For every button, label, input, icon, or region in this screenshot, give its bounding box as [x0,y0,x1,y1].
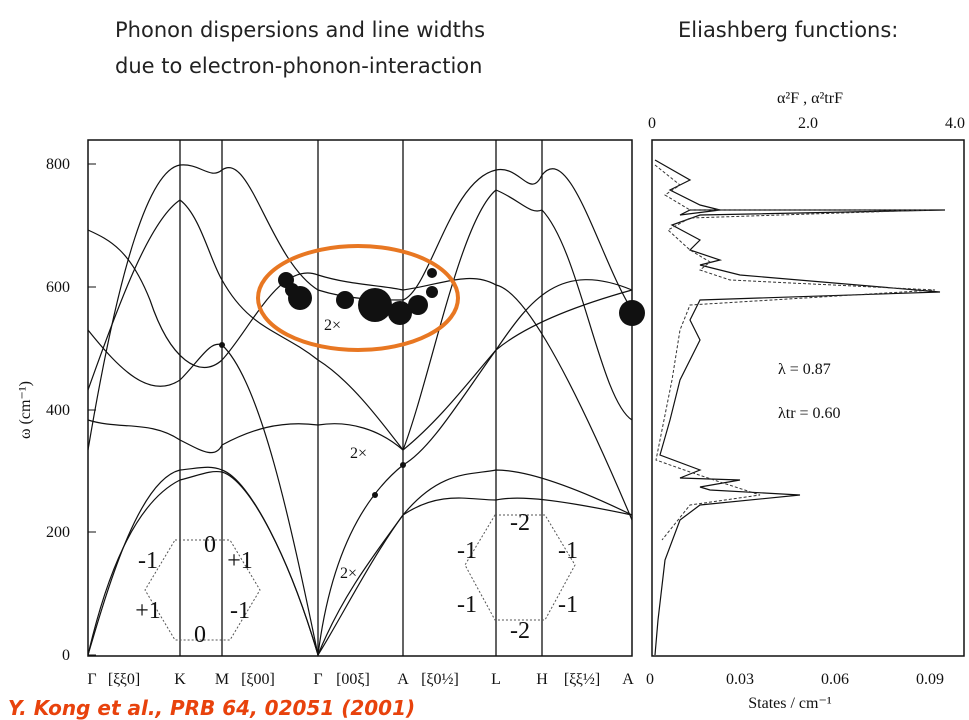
hexagon-label: -1 [457,538,477,564]
y-tick-label: 200 [46,524,70,541]
hexagon-label: -1 [138,548,158,574]
linewidth-dot [400,462,406,468]
x-tick-label: [00ξ] [336,671,370,688]
annotation: 2× [324,317,341,334]
hexagon-label: 0 [204,532,216,558]
y-tick-label: 600 [46,279,70,296]
hexagons [144,514,576,641]
hexagon-label: -1 [457,592,477,618]
bottom-tick-label: 0.06 [821,671,849,688]
lambda: λ = 0.87 [778,361,831,378]
hexagon-label: -1 [558,592,578,618]
top-tick-label: 2.0 [798,115,818,132]
hexagon-label: -1 [230,598,250,624]
bottom-tick-label: 0.09 [916,671,944,688]
bottom-tick-label: 0.03 [726,671,754,688]
x-tick-label: [ξ00] [241,671,275,688]
right-title: Eliashberg functions: [678,18,898,42]
linewidth-dot [426,286,438,298]
title: due to electron-phonon-interaction [115,54,482,78]
bottom-tick-label: 0 [646,671,654,688]
x-tick-label: [ξξ0] [108,671,140,688]
citation: Y. Kong et al., PRB 64, 02051 (2001) [8,696,415,720]
x-ticks: Γ [ξξ0] K M [ξ00] Γ [00ξ] A [ξ0½] L H [ξξ½] A [87,671,634,688]
hexagon-label: -2 [510,510,530,536]
highlight-ellipse [256,244,460,352]
dispersion-curve [87,189,633,452]
left-frame [87,139,633,657]
linewidth-dot [388,301,412,325]
hexagon-label: +1 [135,598,161,624]
linewidth-dot [219,342,225,348]
y-tick-label: 800 [46,156,70,173]
hexagon-label: -1 [558,538,578,564]
x-tick-label: H [536,671,548,688]
bottom-axis-label: States / cm⁻¹ [748,695,832,712]
right-frame [651,139,965,657]
symmetry-lines [179,140,543,656]
top-tick-label: 4.0 [945,115,965,132]
x-tick-label: Γ [313,671,322,688]
dispersion-curve [87,329,319,656]
dispersion-curves [87,164,633,657]
dispersion-curve [87,470,633,657]
linewidth-dot [372,492,378,498]
dispersion-curve [87,229,633,521]
x-tick-label: L [491,671,501,688]
lambda-tr: λtr = 0.60 [778,405,841,422]
x-tick-label: Γ [87,671,96,688]
top-axis-label: α²F , α²trF [777,90,843,107]
linewidth-dot [619,300,645,326]
x-tick-label: A [622,671,634,688]
linewidth-dot [288,286,312,310]
title: Phonon dispersions and line widths [115,18,485,42]
dispersion-curve [317,279,633,656]
hexagon [464,514,576,621]
hexagon-label: +1 [227,548,253,574]
eliashberg-curve [654,159,946,656]
annotation: 2× [350,445,367,462]
y-ticks: 800 600 400 200 0 [46,156,96,664]
annotation: 2× [340,565,357,582]
y-axis-label: ω (cm⁻¹) [17,381,34,439]
x-tick-label: A [397,671,409,688]
x-tick-label: [ξξ½] [564,671,600,688]
linewidth-dot [427,268,437,278]
x-tick-label: M [215,671,229,688]
linewidth-dots [219,268,645,498]
y-tick-label: 400 [46,402,70,419]
y-tick-label: 0 [62,647,70,664]
x-tick-label: K [174,671,186,688]
linewidth-dot [408,295,428,315]
linewidth-dot [358,288,392,322]
hexagon-label: -2 [510,618,530,644]
dispersion-curve [87,466,633,657]
dispersion-curve [87,289,633,454]
transport-curve [654,164,936,541]
x-tick-label: [ξ0½] [421,671,459,688]
top-tick-label: 0 [648,115,656,132]
hexagon [144,539,261,641]
hexagon-label: 0 [194,622,206,648]
linewidth-dot [336,291,354,309]
